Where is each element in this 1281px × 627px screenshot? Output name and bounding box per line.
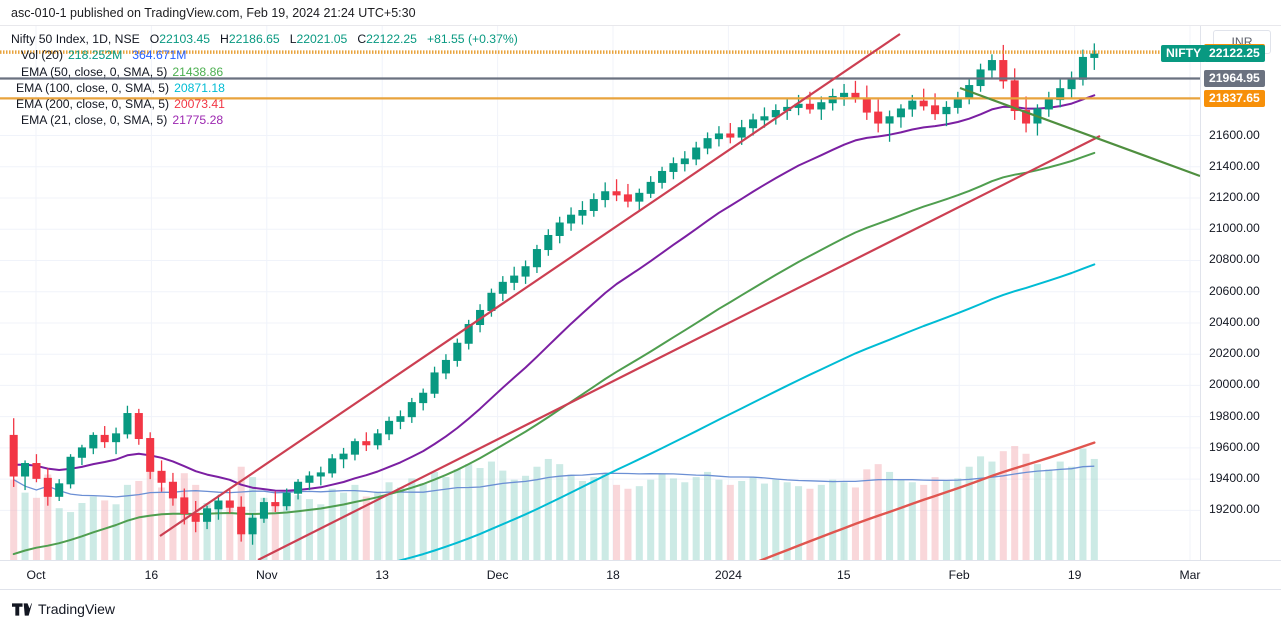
tradingview-logo-icon — [12, 602, 32, 616]
ema-200-line — [758, 441, 1096, 560]
volume-ma-line — [13, 465, 1095, 498]
time-tick: Dec — [486, 568, 509, 582]
trendline-lower — [257, 135, 1101, 560]
price-tick: 20600.00 — [1209, 283, 1260, 298]
price-tick: 19600.00 — [1209, 439, 1260, 454]
ema-21-line — [12, 94, 1096, 492]
time-tick: Feb — [948, 568, 970, 582]
tradingview-logo[interactable]: TradingView — [12, 601, 115, 617]
grid-lines — [0, 135, 1200, 511]
horizontal-price-levels — [0, 50, 1200, 100]
price-scale[interactable]: INR 21600.00 21400.00 21200.00 21000.00 2080… — [1200, 26, 1281, 560]
trendline-descending — [959, 86, 1200, 178]
price-tick: 20400.00 — [1209, 314, 1260, 329]
price-tick: 21000.00 — [1209, 221, 1260, 236]
time-tick: Oct — [26, 568, 46, 582]
time-tick: 13 — [375, 568, 389, 582]
price-badge: 22122.25 — [1204, 45, 1265, 63]
chart-pane[interactable] — [0, 26, 1200, 560]
time-tick: 16 — [144, 568, 159, 582]
time-scale[interactable]: Oct 16 Nov 13 Dec 18 2024 15 Feb 19 Mar — [0, 560, 1281, 590]
price-tick: 19400.00 — [1209, 471, 1260, 486]
trendline-upper — [159, 33, 901, 537]
price-badge: 21837.65 — [1204, 89, 1265, 107]
price-tick: 19200.00 — [1209, 502, 1260, 517]
price-badge: 21964.95 — [1204, 70, 1265, 88]
trendlines — [159, 33, 1200, 560]
time-tick: 19 — [1067, 568, 1082, 582]
time-tick: Nov — [255, 568, 278, 582]
tradingview-brand: TradingView — [38, 601, 116, 617]
price-tick: 21200.00 — [1209, 190, 1260, 204]
ema-100-line — [398, 263, 1096, 560]
price-tick: 19800.00 — [1209, 408, 1260, 423]
time-tick: 2024 — [714, 568, 742, 582]
ticker-badge: NIFTY — [1161, 45, 1207, 63]
price-tick: 20200.00 — [1209, 346, 1260, 361]
chart-canvas — [0, 26, 1200, 560]
ticker-badge-text: NIFTY — [1166, 46, 1202, 61]
time-tick: 18 — [606, 568, 620, 582]
chart-footer: TradingView — [0, 591, 1281, 627]
time-tick: 15 — [837, 568, 851, 582]
time-tick: Mar — [1179, 568, 1201, 582]
publish-info-bar: asc-010-1 published on TradingView.com, … — [0, 0, 1281, 26]
price-tick: 20000.00 — [1209, 377, 1260, 392]
price-tick: 20800.00 — [1209, 252, 1260, 267]
price-tick: 21400.00 — [1209, 158, 1260, 173]
publish-text: asc-010-1 published on TradingView.com, … — [11, 5, 416, 20]
candlestick-series — [9, 43, 1099, 545]
price-tick: 21600.00 — [1209, 127, 1260, 142]
